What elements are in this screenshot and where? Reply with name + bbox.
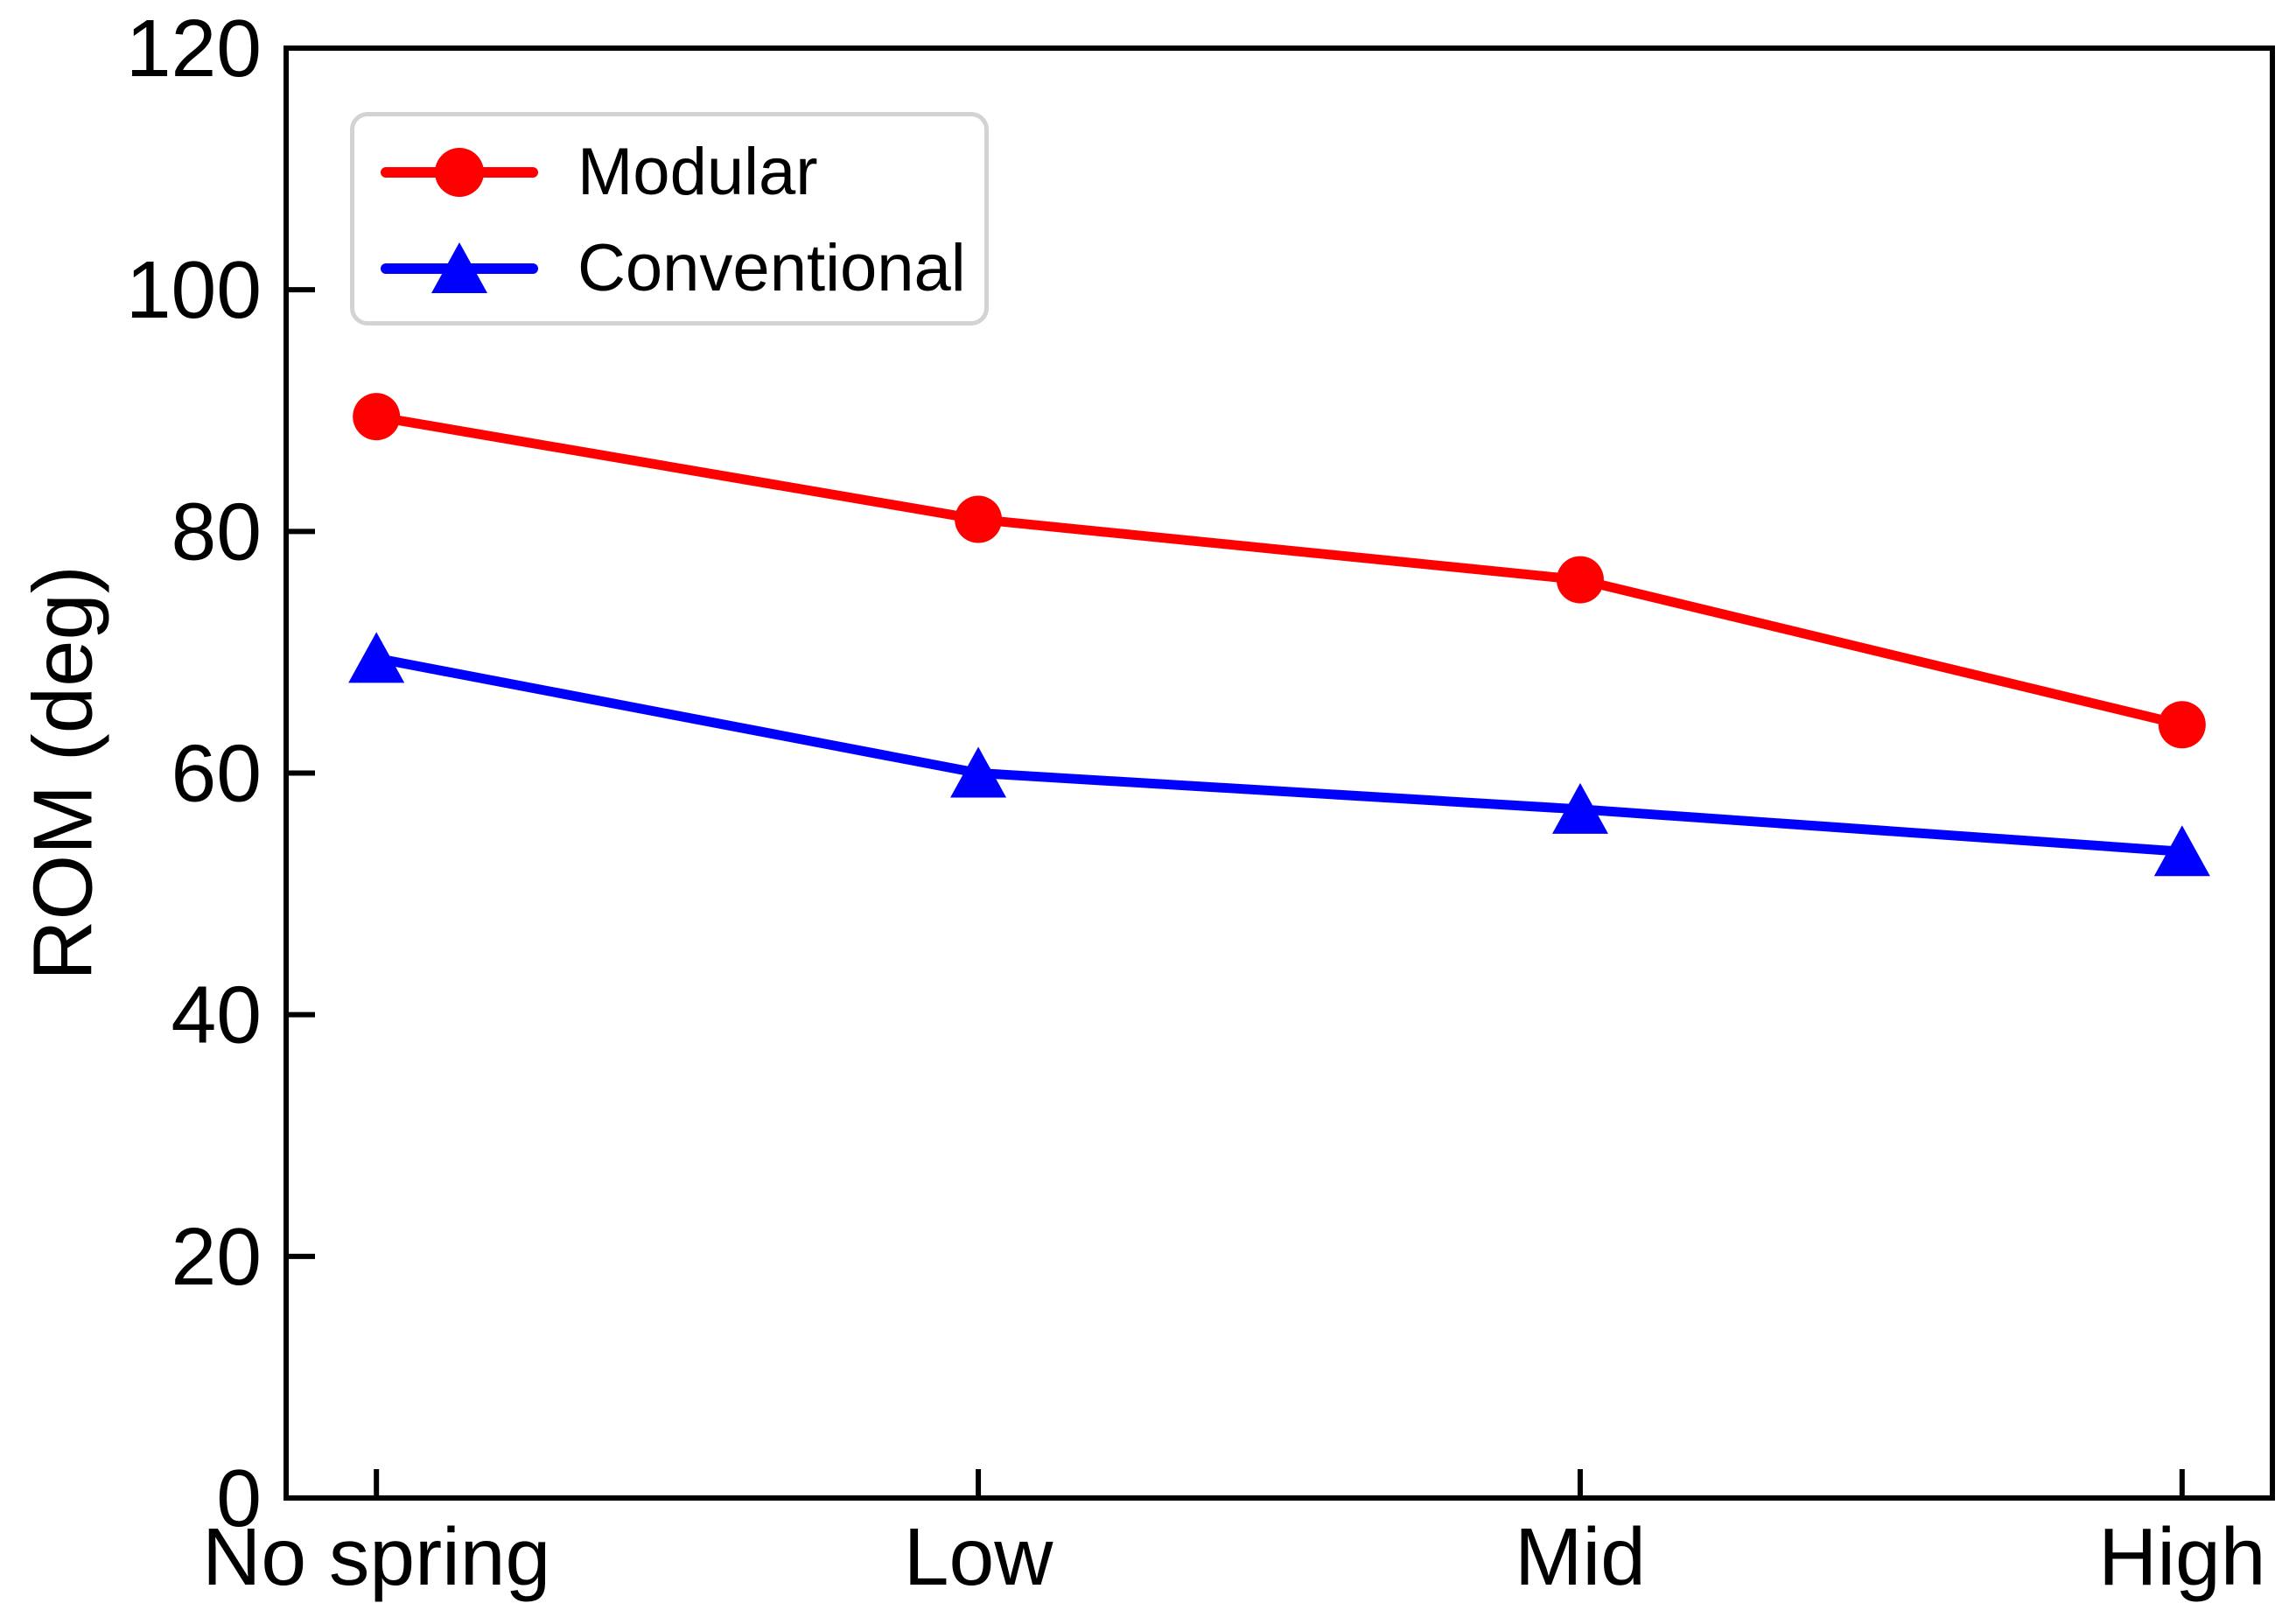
conventional-data-point bbox=[950, 746, 1007, 798]
y-tick-label: 80 bbox=[172, 486, 262, 577]
triangle-marker-icon bbox=[431, 242, 487, 293]
y-axis-label: ROM (deg) bbox=[17, 565, 110, 981]
y-tick-label: 120 bbox=[126, 3, 262, 94]
y-tick-label: 60 bbox=[172, 728, 262, 819]
x-tick-label: Low bbox=[904, 1511, 1054, 1602]
y-tick-label: 40 bbox=[172, 970, 262, 1060]
x-tick-label: No spring bbox=[202, 1511, 550, 1602]
modular-data-point bbox=[1556, 556, 1604, 604]
x-tick-label: High bbox=[2098, 1511, 2265, 1602]
conventional-data-point bbox=[348, 632, 405, 683]
modular-data-point bbox=[2158, 701, 2206, 749]
legend-item-conventional: Conventional bbox=[354, 225, 984, 312]
conventional-series-line bbox=[371, 653, 2188, 857]
y-tick-label: 20 bbox=[172, 1211, 262, 1302]
conventional-data-point bbox=[2153, 825, 2210, 877]
legend: Modular Conventional bbox=[350, 112, 989, 326]
conventional-data-point bbox=[1551, 782, 1608, 834]
circle-marker-icon bbox=[435, 148, 484, 197]
modular-data-point bbox=[955, 495, 1003, 543]
legend-label-conventional: Conventional bbox=[578, 231, 966, 305]
legend-item-modular: Modular bbox=[354, 129, 984, 216]
plot-border bbox=[284, 46, 2275, 1501]
modular-data-point bbox=[353, 393, 401, 441]
y-tick-label: 0 bbox=[216, 1452, 262, 1544]
modular-series-line bbox=[371, 411, 2188, 730]
x-tick-label: Mid bbox=[1515, 1511, 1646, 1602]
conventional-swatch bbox=[354, 225, 551, 312]
modular-swatch bbox=[354, 129, 551, 216]
y-tick-label: 100 bbox=[126, 244, 262, 335]
legend-label-modular: Modular bbox=[578, 135, 818, 209]
